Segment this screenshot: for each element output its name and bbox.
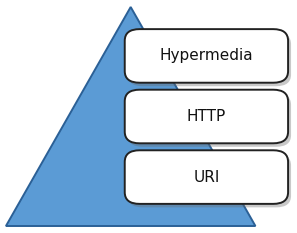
FancyBboxPatch shape: [128, 93, 291, 147]
FancyBboxPatch shape: [125, 29, 288, 83]
Text: Hypermedia: Hypermedia: [159, 48, 253, 63]
Text: HTTP: HTTP: [187, 109, 226, 124]
FancyBboxPatch shape: [125, 150, 288, 204]
FancyBboxPatch shape: [128, 33, 291, 86]
Polygon shape: [6, 7, 255, 226]
FancyBboxPatch shape: [125, 90, 288, 143]
FancyBboxPatch shape: [128, 154, 291, 207]
Text: URI: URI: [193, 170, 219, 185]
